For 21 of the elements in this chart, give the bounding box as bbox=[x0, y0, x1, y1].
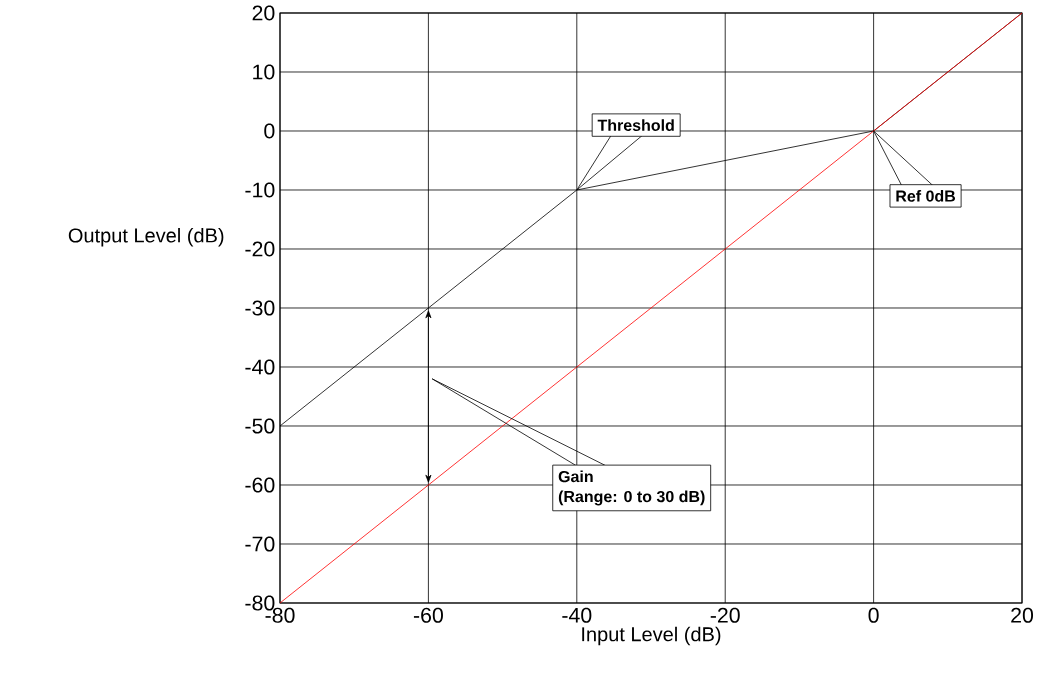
y-axis-title: Output Level (dB) bbox=[68, 227, 224, 247]
annotation: Ref 0dB bbox=[896, 190, 956, 202]
y-tick-label: -40 bbox=[245, 359, 275, 375]
annotation: (Range: 0 to 30 dB) bbox=[558, 490, 705, 506]
annotation: Threshold bbox=[597, 119, 674, 131]
y-tick-label: -30 bbox=[245, 300, 275, 316]
y-tick-label: -20 bbox=[245, 241, 275, 257]
x-axis-title: Input Level (dB) bbox=[582, 626, 721, 646]
y-tick-label: -50 bbox=[245, 418, 275, 434]
x-tick-label: -20 bbox=[710, 607, 740, 623]
annotation: Gain bbox=[558, 470, 593, 483]
y-tick-label: -10 bbox=[245, 182, 275, 198]
x-tick-label: -60 bbox=[413, 607, 443, 623]
y-tick-label: 0 bbox=[264, 123, 275, 139]
y-tick-label: 10 bbox=[253, 64, 275, 80]
x-tick-label: -40 bbox=[562, 607, 592, 623]
y-tick-label: -60 bbox=[245, 477, 275, 493]
y-tick-label: 20 bbox=[252, 5, 275, 21]
x-tick-label: 0 bbox=[868, 607, 879, 623]
x-tick-label: 20 bbox=[1011, 607, 1034, 623]
y-tick-label: -70 bbox=[245, 536, 275, 552]
